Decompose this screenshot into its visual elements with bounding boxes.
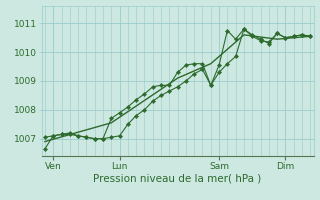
X-axis label: Pression niveau de la mer( hPa ): Pression niveau de la mer( hPa ) [93,173,262,183]
